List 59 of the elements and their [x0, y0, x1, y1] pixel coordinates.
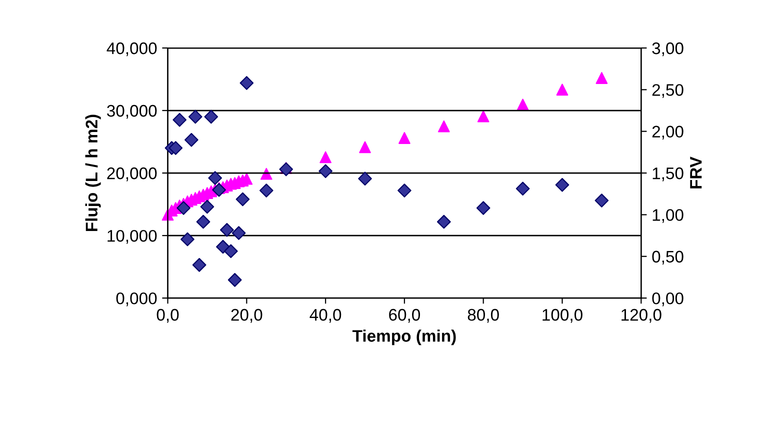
point — [556, 84, 568, 96]
point — [168, 141, 183, 155]
y2-tick-label: 2,50 — [652, 84, 684, 98]
y2-tick-label: 2,00 — [652, 126, 684, 140]
point — [208, 171, 222, 185]
point — [259, 184, 274, 198]
point — [180, 232, 194, 246]
y-tick-label: 30,000 — [107, 104, 157, 119]
y-tick-label: 0,000 — [116, 292, 157, 306]
point — [438, 120, 450, 132]
point — [436, 214, 451, 229]
point — [594, 194, 609, 208]
x-tick-label: 20,0 — [231, 308, 262, 323]
point — [176, 201, 190, 215]
point — [220, 223, 234, 237]
point — [204, 110, 218, 124]
point — [236, 192, 250, 206]
x-tick-label: 100,0 — [542, 308, 582, 323]
y-tick-label: 20,000 — [107, 167, 157, 182]
x-tick-label: 120,0 — [622, 308, 662, 323]
point — [477, 110, 490, 122]
point — [232, 226, 246, 240]
point — [224, 244, 238, 258]
y2-tick-label: 0,00 — [652, 292, 684, 306]
x-tick-label: 60,0 — [389, 308, 420, 323]
x-tick-label: 80,0 — [468, 308, 499, 323]
y-axis-title: Flujo (L / h m2) — [85, 114, 101, 232]
point — [212, 182, 226, 197]
x-axis-title: Tiempo (min) — [352, 330, 456, 346]
point — [200, 200, 214, 214]
point — [516, 98, 529, 111]
point — [398, 184, 412, 198]
point — [318, 164, 332, 178]
point — [184, 132, 198, 147]
point — [555, 178, 570, 192]
y2-tick-label: 3,00 — [652, 42, 684, 56]
y2-axis-title: FRV — [690, 156, 702, 188]
x-tick-label: 0,0 — [156, 308, 179, 323]
x-tick-label: 40,0 — [310, 308, 342, 323]
point — [228, 273, 242, 287]
y-tick-label: 40,000 — [106, 42, 157, 56]
point — [398, 132, 410, 144]
point — [196, 214, 210, 229]
point — [192, 258, 206, 272]
y-tick-label: 10,000 — [108, 230, 157, 244]
point — [260, 168, 272, 180]
point — [358, 172, 372, 186]
point — [279, 162, 294, 176]
point — [596, 72, 608, 84]
y2-tick-label: 1,50 — [652, 167, 684, 182]
point — [172, 112, 187, 127]
y2-tick-label: 0,50 — [652, 250, 684, 265]
y2-tick-label: 1,00 — [652, 209, 684, 223]
point — [516, 182, 530, 196]
point — [476, 201, 490, 215]
point — [188, 110, 202, 124]
point — [320, 151, 332, 164]
point — [359, 141, 371, 154]
point — [240, 76, 254, 90]
